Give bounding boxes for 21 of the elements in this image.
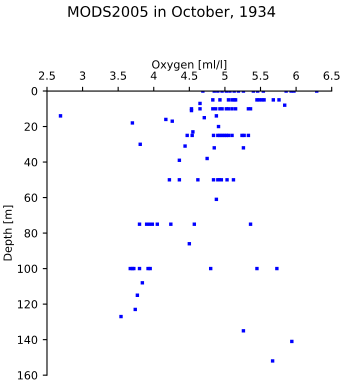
x-tick-label: 2.5 bbox=[38, 71, 55, 80]
x-tick-label: 3.5 bbox=[110, 71, 126, 80]
y-tick-label: 40 bbox=[24, 158, 38, 166]
y-axis-title: Depth [m] bbox=[3, 206, 14, 260]
x-tick-label: 3 bbox=[80, 71, 86, 80]
x-tick-label: 6 bbox=[293, 71, 299, 80]
y-tick-label: 20 bbox=[24, 122, 38, 131]
y-tick-label: 100 bbox=[18, 264, 38, 273]
y-tick-label: 140 bbox=[18, 336, 38, 344]
x-tick-label: 5 bbox=[222, 72, 228, 80]
y-tick-label: 80 bbox=[24, 229, 38, 238]
y-tick-label: 60 bbox=[24, 194, 38, 202]
x-tick-label: 5.5 bbox=[252, 72, 268, 80]
x-tick-label: 4.5 bbox=[181, 72, 198, 80]
y-tick-label: 160 bbox=[18, 371, 38, 380]
y-tick-label: 0 bbox=[32, 86, 38, 96]
chart-title: MODS2005 in October, 1934 bbox=[68, 6, 276, 19]
x-tick-label: 6.5 bbox=[324, 71, 340, 80]
x-axis-title: Oxygen [ml/l] bbox=[152, 60, 226, 71]
x-tick-label: 4 bbox=[150, 72, 157, 80]
y-tick-label: 120 bbox=[18, 300, 38, 309]
